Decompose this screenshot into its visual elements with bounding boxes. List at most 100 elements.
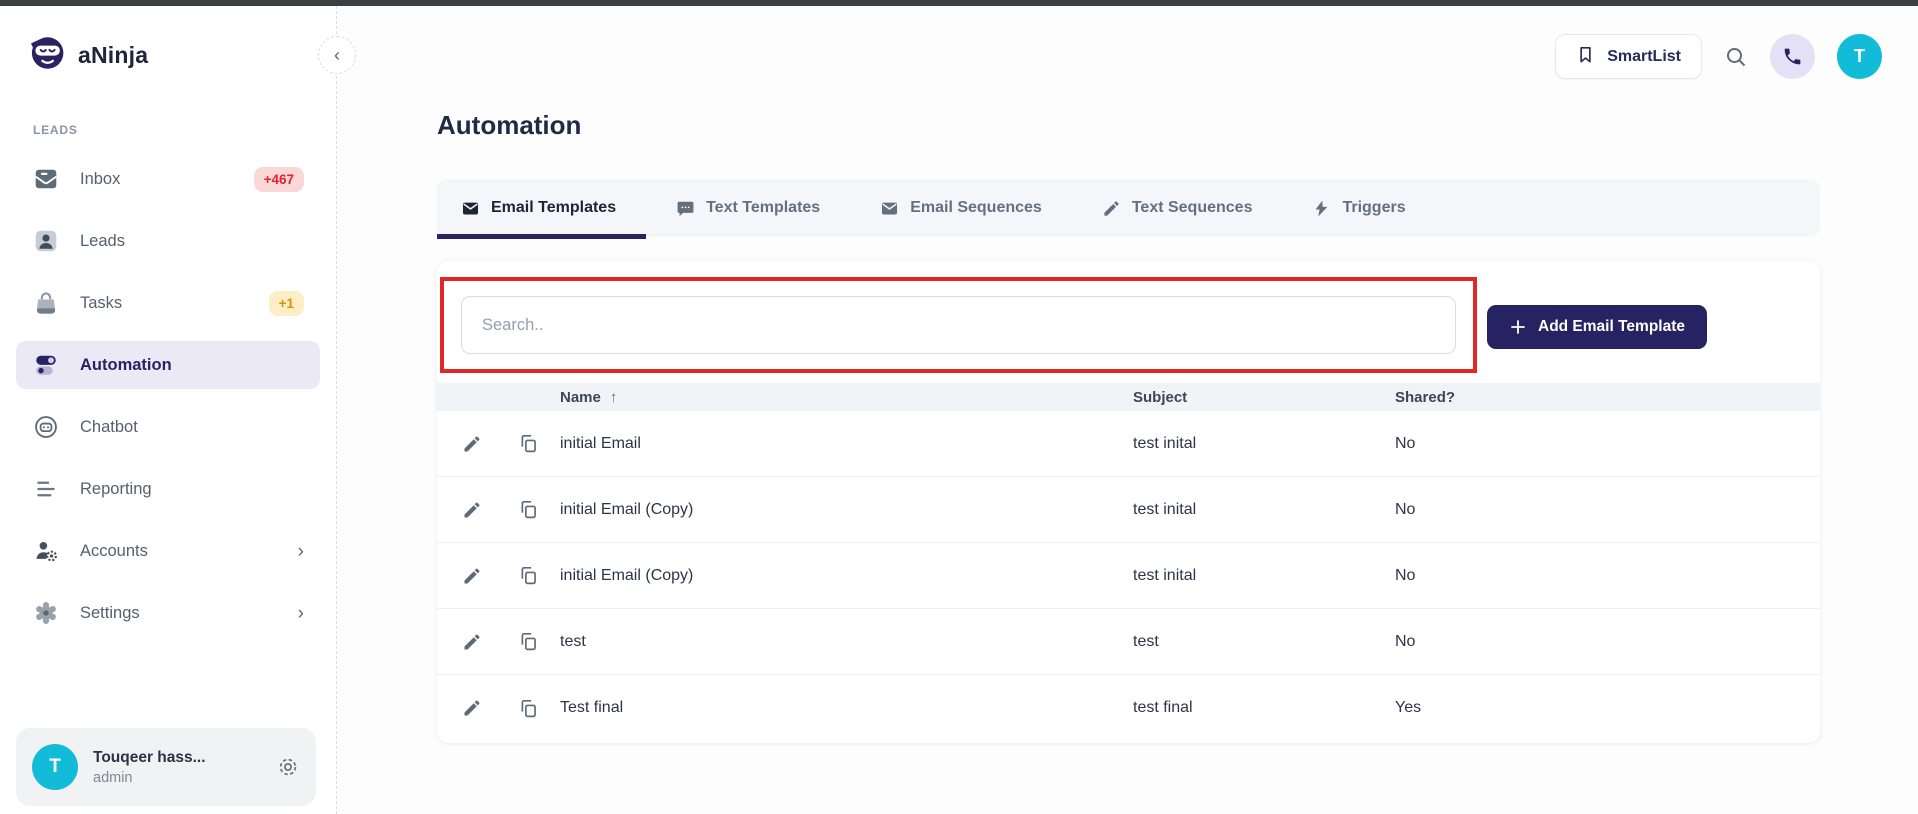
tab-text-sequences[interactable]: Text Sequences: [1072, 179, 1283, 237]
template-shared: No: [1395, 434, 1416, 452]
sidebar-item-label: Reporting: [80, 479, 152, 498]
chatbot-icon: [32, 414, 59, 441]
sidebar-item-tasks[interactable]: Tasks +1: [16, 279, 320, 327]
column-header-subject[interactable]: Subject: [1133, 388, 1188, 406]
sidebar-item-leads[interactable]: Leads: [16, 217, 320, 265]
leads-icon: [32, 228, 59, 255]
table-row: initial Email test inital No: [437, 411, 1820, 477]
copy-icon[interactable]: [518, 499, 539, 520]
column-header-shared[interactable]: Shared?: [1395, 388, 1456, 406]
sidebar-item-label: Settings: [80, 603, 140, 622]
bookmark-icon: [1576, 45, 1595, 69]
sidebar-item-automation[interactable]: Automation: [16, 341, 320, 389]
user-card[interactable]: T Touqeer hass... admin: [16, 728, 316, 806]
sidebar-item-label: Chatbot: [80, 417, 138, 436]
template-name: initial Email: [560, 434, 641, 452]
sort-asc-icon[interactable]: ↑: [609, 388, 618, 406]
tab-label: Triggers: [1342, 199, 1406, 216]
sidebar-collapse-button[interactable]: ‹: [318, 36, 356, 74]
settings-icon: [32, 600, 59, 627]
edit-pencil-icon[interactable]: [462, 698, 482, 718]
template-subject: test final: [1133, 699, 1193, 716]
tab-label: Email Sequences: [910, 199, 1042, 216]
edit-pencil-icon[interactable]: [462, 500, 482, 520]
tasks-count-badge: +1: [268, 290, 304, 316]
copy-icon[interactable]: [518, 433, 539, 454]
browser-edge-strip: [0, 0, 1918, 6]
sidebar-item-chatbot[interactable]: Chatbot: [16, 403, 320, 451]
template-shared: Yes: [1395, 699, 1422, 716]
copy-icon[interactable]: [518, 565, 539, 586]
template-subject: test: [1133, 632, 1159, 650]
sidebar-item-reporting[interactable]: Reporting: [16, 465, 320, 513]
tab-label: Text Sequences: [1131, 199, 1253, 216]
search-input[interactable]: [461, 296, 1456, 354]
sidebar-item-label: Inbox: [80, 169, 121, 188]
ninja-logo-icon: [24, 32, 66, 79]
edit-pencil-icon[interactable]: [462, 566, 482, 586]
user-role: admin: [93, 769, 133, 786]
chevron-left-icon: ‹: [334, 44, 340, 65]
templates-card: Add Email Template Name ↑ Subject Shared…: [437, 261, 1820, 743]
table-row: initial Email (Copy) test inital No: [437, 543, 1820, 609]
toolbar: Add Email Template: [437, 261, 1820, 373]
pencil-icon: [1102, 199, 1121, 218]
tab-email-sequences[interactable]: Email Sequences: [850, 179, 1072, 237]
sidebar-item-accounts[interactable]: Accounts ›: [16, 527, 320, 575]
plus-icon: [1509, 318, 1527, 336]
account-avatar[interactable]: T: [1837, 34, 1882, 79]
accounts-icon: [32, 538, 59, 565]
tab-label: Email Templates: [491, 199, 617, 216]
sidebar-nav: Inbox +467 Leads Tasks +: [0, 155, 336, 637]
sidebar-item-label: Accounts: [80, 541, 148, 560]
sidebar-item-label: Leads: [80, 231, 125, 250]
chevron-right-icon: ›: [297, 602, 304, 624]
user-settings-gear-icon[interactable]: [276, 755, 300, 779]
reporting-icon: [32, 476, 59, 503]
chevron-right-icon: ›: [297, 540, 304, 562]
copy-icon[interactable]: [518, 631, 539, 652]
add-button-label: Add Email Template: [1538, 318, 1685, 335]
template-name: Test final: [560, 699, 624, 716]
page-title: Automation: [437, 110, 582, 140]
edit-pencil-icon[interactable]: [462, 632, 482, 652]
template-shared: No: [1395, 500, 1416, 518]
tab-text-templates[interactable]: Text Templates: [646, 179, 850, 237]
inbox-count-badge: +467: [253, 166, 304, 192]
search-annotation-box: [440, 277, 1477, 373]
template-shared: No: [1395, 632, 1416, 650]
table-row: Test final test final Yes: [437, 675, 1820, 741]
sidebar-item-inbox[interactable]: Inbox +467: [16, 155, 320, 203]
template-subject: test inital: [1133, 566, 1197, 584]
brand-name: aNinja: [78, 42, 149, 68]
lightning-icon: [1312, 199, 1331, 218]
phone-button[interactable]: [1770, 34, 1815, 79]
tasks-icon: [32, 290, 59, 317]
tab-triggers[interactable]: Triggers: [1282, 179, 1435, 237]
sidebar-section-label: LEADS: [33, 123, 78, 137]
user-meta: Touqeer hass... admin: [93, 749, 206, 786]
user-avatar: T: [32, 744, 78, 790]
header-actions: SmartList T: [1555, 34, 1882, 79]
sidebar-item-label: Tasks: [80, 293, 123, 312]
template-name: test: [560, 632, 586, 650]
column-header-name[interactable]: Name: [560, 388, 601, 406]
sidebar-item-label: Automation: [80, 355, 172, 374]
edit-pencil-icon[interactable]: [462, 434, 482, 454]
search-icon[interactable]: [1724, 45, 1748, 69]
tab-email-templates[interactable]: Email Templates: [437, 179, 647, 239]
email-icon: [461, 199, 480, 218]
copy-icon[interactable]: [518, 698, 539, 719]
brand-logo[interactable]: aNinja: [0, 6, 336, 79]
sidebar-item-settings[interactable]: Settings ›: [16, 589, 320, 637]
smartlist-button[interactable]: SmartList: [1555, 34, 1702, 79]
template-name: initial Email (Copy): [560, 500, 694, 518]
add-email-template-button[interactable]: Add Email Template: [1487, 305, 1707, 349]
table-row: test test No: [437, 609, 1820, 675]
automation-icon: [32, 352, 59, 379]
tab-label: Text Templates: [706, 199, 821, 216]
sidebar: aNinja LEADS Inbox +467 Le: [0, 6, 337, 814]
main-content: SmartList T Automation Email Templates: [338, 6, 1918, 814]
smartlist-label: SmartList: [1607, 47, 1681, 65]
tab-bar: Email Templates Text Templates Email Seq…: [437, 179, 1820, 239]
